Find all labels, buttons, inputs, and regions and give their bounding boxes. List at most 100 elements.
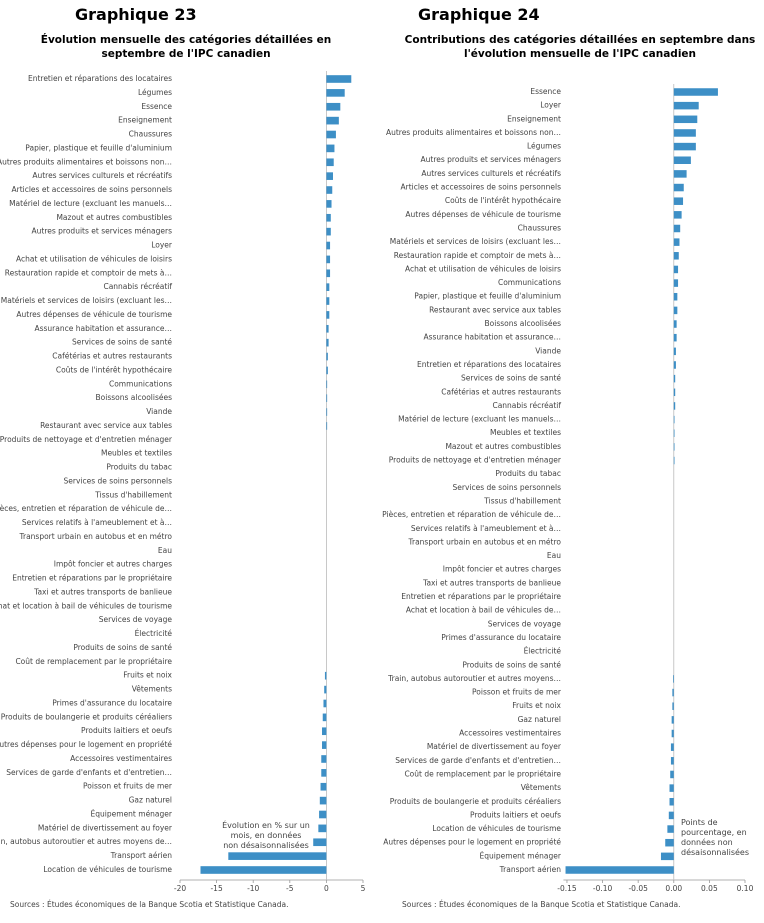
category-label: Achat et utilisation de véhicules de loi… (405, 264, 561, 273)
category-label: Chaussures (129, 130, 172, 139)
category-label: Mazout et autres combustibles (445, 442, 561, 451)
category-label: Produits de boulangerie et produits céré… (1, 712, 172, 721)
bar (326, 227, 331, 236)
bar (670, 770, 674, 779)
category-label: Matériels et services de loisirs (exclua… (1, 296, 172, 305)
category-label: Assurance habitation et assurance… (34, 324, 172, 333)
x-tick-label: 0.00 (665, 884, 682, 893)
category-label: Primes d'assurance du locataire (441, 633, 561, 642)
category-label: Produits laitiers et oeufs (81, 726, 172, 735)
category-label: Autres dépenses pour le logement en prop… (383, 838, 561, 847)
bar (673, 374, 676, 383)
category-label: Communications (109, 379, 172, 388)
category-label: Produits de nettoyage et d'entretien mén… (0, 435, 173, 444)
bar (672, 702, 674, 710)
x-tick-label: -10 (247, 884, 259, 893)
category-label: Matériel de lecture (excluant les manuel… (398, 415, 561, 424)
category-label: Autres services culturels et récréatifs (32, 171, 172, 180)
bar (320, 782, 327, 791)
category-label: Impôt foncier et autres charges (54, 560, 172, 569)
bar (668, 811, 674, 820)
bar (670, 757, 674, 765)
category-label: Transport aérien (499, 865, 562, 874)
category-label: Restaurant avec service aux tables (429, 305, 561, 314)
category-label: Restaurant avec service aux tables (40, 421, 172, 430)
x-tick-label: 0.10 (737, 884, 754, 893)
category-label: Autres dépenses pour le logement en prop… (0, 740, 172, 749)
bar (326, 102, 341, 111)
category-label: Services de soins personnels (64, 476, 173, 485)
category-label: Autres produits et services ménagers (32, 227, 173, 236)
bar (326, 172, 333, 180)
category-label: Papier, plastique et feuille d'aluminium (414, 292, 561, 301)
category-label: Services de voyage (488, 619, 562, 628)
bar (673, 456, 675, 465)
category-label: Produits de nettoyage et d'entretien mén… (389, 456, 562, 465)
bar (673, 101, 699, 110)
category-label: Accessoires vestimentaires (70, 754, 172, 763)
bar (326, 338, 329, 347)
category-label: Gaz naturel (518, 715, 561, 724)
bar (671, 729, 674, 738)
category-label: Loyer (540, 101, 562, 110)
x-tick-label: 0.05 (701, 884, 718, 893)
bar (673, 320, 677, 328)
category-label: Transport aérien (110, 851, 173, 860)
category-label: Coûts de l'intérêt hypothécaire (445, 196, 562, 205)
bar (324, 671, 327, 680)
category-label: Viande (146, 407, 172, 416)
bar (200, 866, 327, 874)
bar (326, 213, 331, 222)
category-label: Légumes (138, 88, 172, 97)
bar (673, 88, 718, 96)
category-label: Matériel de lecture (excluant les manuel… (9, 199, 172, 208)
category-label: Pièces, entretien et réparation de véhic… (382, 510, 561, 519)
category-label: Eau (547, 551, 561, 560)
x-tick-label: -15 (210, 884, 222, 893)
x-tick-label: -5 (286, 884, 294, 893)
category-label: Matériels et services de loisirs (exclua… (390, 237, 561, 246)
category-label: Restauration rapide et comptoir de mets … (5, 268, 172, 277)
bar (318, 824, 327, 833)
bar (672, 688, 674, 697)
category-label: Achat et location à bail de véhicules de… (0, 601, 172, 610)
category-label: Enseignement (118, 116, 172, 125)
bar (326, 283, 330, 291)
bar (326, 297, 330, 305)
bar (673, 292, 678, 301)
bar (326, 200, 332, 208)
bar (673, 415, 675, 424)
category-label: Services de garde d'enfants et d'entreti… (6, 768, 172, 777)
category-label: Autres dépenses de véhicule de tourisme (16, 310, 172, 319)
bar (326, 422, 328, 430)
bar (326, 186, 333, 194)
chart-subtitle: Évolution mensuelle des catégories détai… (40, 34, 332, 60)
category-label: Accessoires vestimentaires (459, 729, 561, 738)
bar (565, 866, 674, 874)
category-label: Essence (141, 102, 172, 111)
bar (660, 852, 674, 861)
bar (673, 129, 696, 137)
category-label: Services de garde d'enfants et d'entreti… (395, 756, 561, 765)
category-label: Électricité (135, 629, 173, 638)
bar (326, 158, 334, 167)
category-label: Location de véhicules de tourisme (43, 865, 172, 874)
bar (326, 269, 331, 278)
category-label: Cafétérias et autres restaurants (441, 387, 561, 396)
bar (326, 408, 328, 416)
category-label: Produits de boulangerie et produits céré… (390, 797, 561, 806)
category-label: Services de voyage (99, 615, 173, 624)
x-tick-label: -0.15 (557, 884, 577, 893)
bar (673, 170, 687, 178)
category-label: Enseignement (507, 114, 561, 123)
category-label: Autres dépenses de véhicule de tourisme (405, 210, 561, 219)
category-label: Matériel de divertissement au foyer (38, 823, 173, 832)
bar (326, 352, 328, 361)
category-label: Électricité (524, 647, 562, 656)
bar (326, 311, 330, 319)
category-label: Produits de soins de santé (73, 643, 172, 652)
category-label: Taxi et autres transports de banlieue (33, 587, 172, 596)
bar (326, 366, 328, 375)
category-label: Transport urbain en autobus et en métro (19, 532, 173, 541)
category-label: Produits du tabac (106, 463, 172, 472)
